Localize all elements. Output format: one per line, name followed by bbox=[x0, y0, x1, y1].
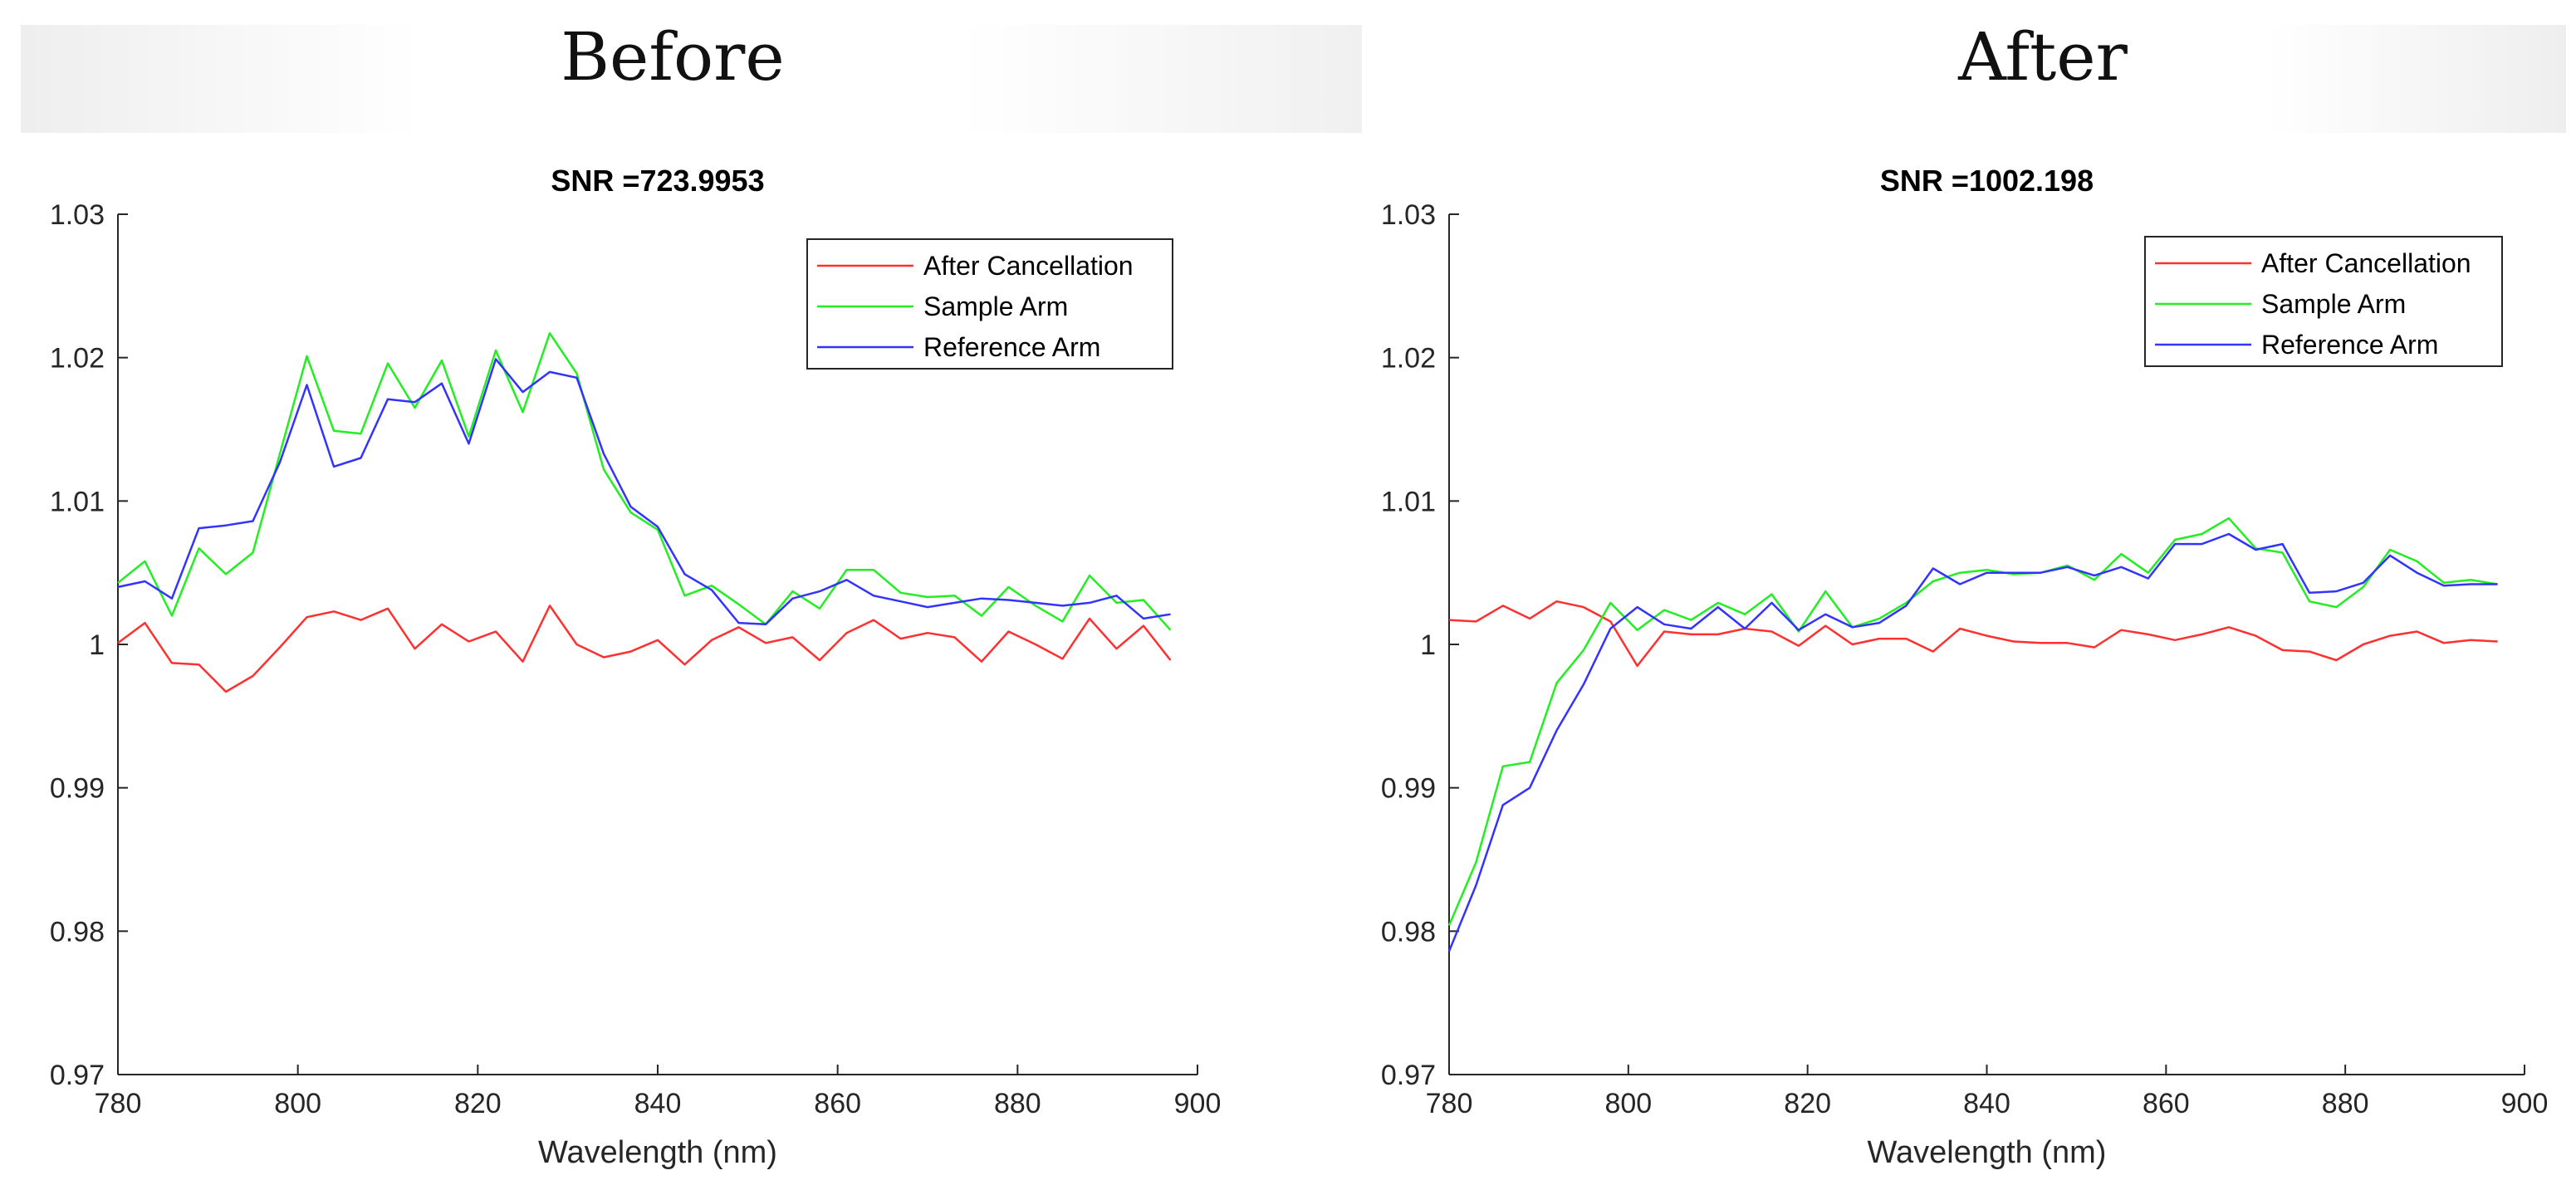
series-line-sample-arm bbox=[117, 332, 1172, 631]
series-line-reference-arm bbox=[117, 358, 1171, 626]
x-tick-label: 820 bbox=[1784, 1088, 1831, 1119]
x-tick-label: 800 bbox=[1604, 1088, 1652, 1119]
x-tick-label: 880 bbox=[994, 1088, 1041, 1119]
legend-entry: After Cancellation bbox=[2261, 248, 2471, 278]
y-tick-label: 1.03 bbox=[1381, 199, 1436, 231]
x-tick-label: 800 bbox=[274, 1088, 321, 1119]
legend-entry: Sample Arm bbox=[923, 291, 1068, 321]
after-heading: After bbox=[1958, 18, 2128, 95]
x-tick-label: 840 bbox=[634, 1088, 682, 1119]
x-tick-label: 880 bbox=[2322, 1088, 2369, 1119]
x-tick-label: 860 bbox=[814, 1088, 861, 1119]
series-line-sample-arm bbox=[1447, 517, 2498, 926]
legend-entry: After Cancellation bbox=[923, 251, 1134, 281]
chart-0: SNR =723.9953 0.97 0.98 0.99 1 1.01 1.02 1.03 78… bbox=[50, 164, 1222, 1170]
y-tick-label: 0.98 bbox=[1381, 916, 1436, 948]
legend-entry: Reference Arm bbox=[923, 332, 1100, 362]
y-tick-label: 1.01 bbox=[50, 486, 105, 517]
y-tick-label: 0.97 bbox=[1381, 1060, 1436, 1091]
y-tick-label: 1.03 bbox=[50, 199, 105, 231]
y-tick-label: 1.02 bbox=[50, 343, 105, 375]
chart-title: SNR =723.9953 bbox=[551, 164, 764, 198]
chart-1: SNR =1002.198 0.97 0.98 0.99 1 1.01 1.02 1.03 78… bbox=[1381, 164, 2549, 1170]
x-tick-label: 860 bbox=[2143, 1088, 2190, 1119]
series-line-after-cancellation bbox=[1448, 600, 2498, 668]
chart-title: SNR =1002.198 bbox=[1880, 164, 2094, 198]
series-line-reference-arm bbox=[1447, 532, 2498, 952]
y-tick-label: 0.98 bbox=[50, 916, 105, 948]
y-tick-label: 0.99 bbox=[1381, 773, 1436, 805]
x-tick-label: 900 bbox=[1174, 1088, 1222, 1119]
x-tick-label: 900 bbox=[2501, 1088, 2549, 1119]
y-tick-label: 0.97 bbox=[50, 1060, 105, 1091]
y-tick-label: 1.02 bbox=[1381, 343, 1436, 375]
x-tick-label: 780 bbox=[95, 1088, 142, 1119]
x-tick-label: 840 bbox=[1963, 1088, 2010, 1119]
x-tick-label: 820 bbox=[454, 1088, 502, 1119]
before-banner bbox=[21, 25, 1362, 133]
legend-entry: Reference Arm bbox=[2261, 330, 2438, 360]
series-line-after-cancellation bbox=[117, 605, 1172, 693]
x-axis-label: Wavelength (nm) bbox=[538, 1135, 777, 1170]
y-tick-label: 0.99 bbox=[50, 773, 105, 805]
after-banner bbox=[1362, 25, 2566, 133]
legend-entry: Sample Arm bbox=[2261, 289, 2406, 319]
y-tick-label: 1.01 bbox=[1381, 486, 1436, 517]
y-tick-label: 1 bbox=[1420, 629, 1436, 661]
before-heading: Before bbox=[561, 18, 785, 95]
x-tick-label: 780 bbox=[1426, 1088, 1473, 1119]
x-axis-label: Wavelength (nm) bbox=[1868, 1135, 2107, 1170]
y-tick-label: 1 bbox=[89, 629, 105, 661]
